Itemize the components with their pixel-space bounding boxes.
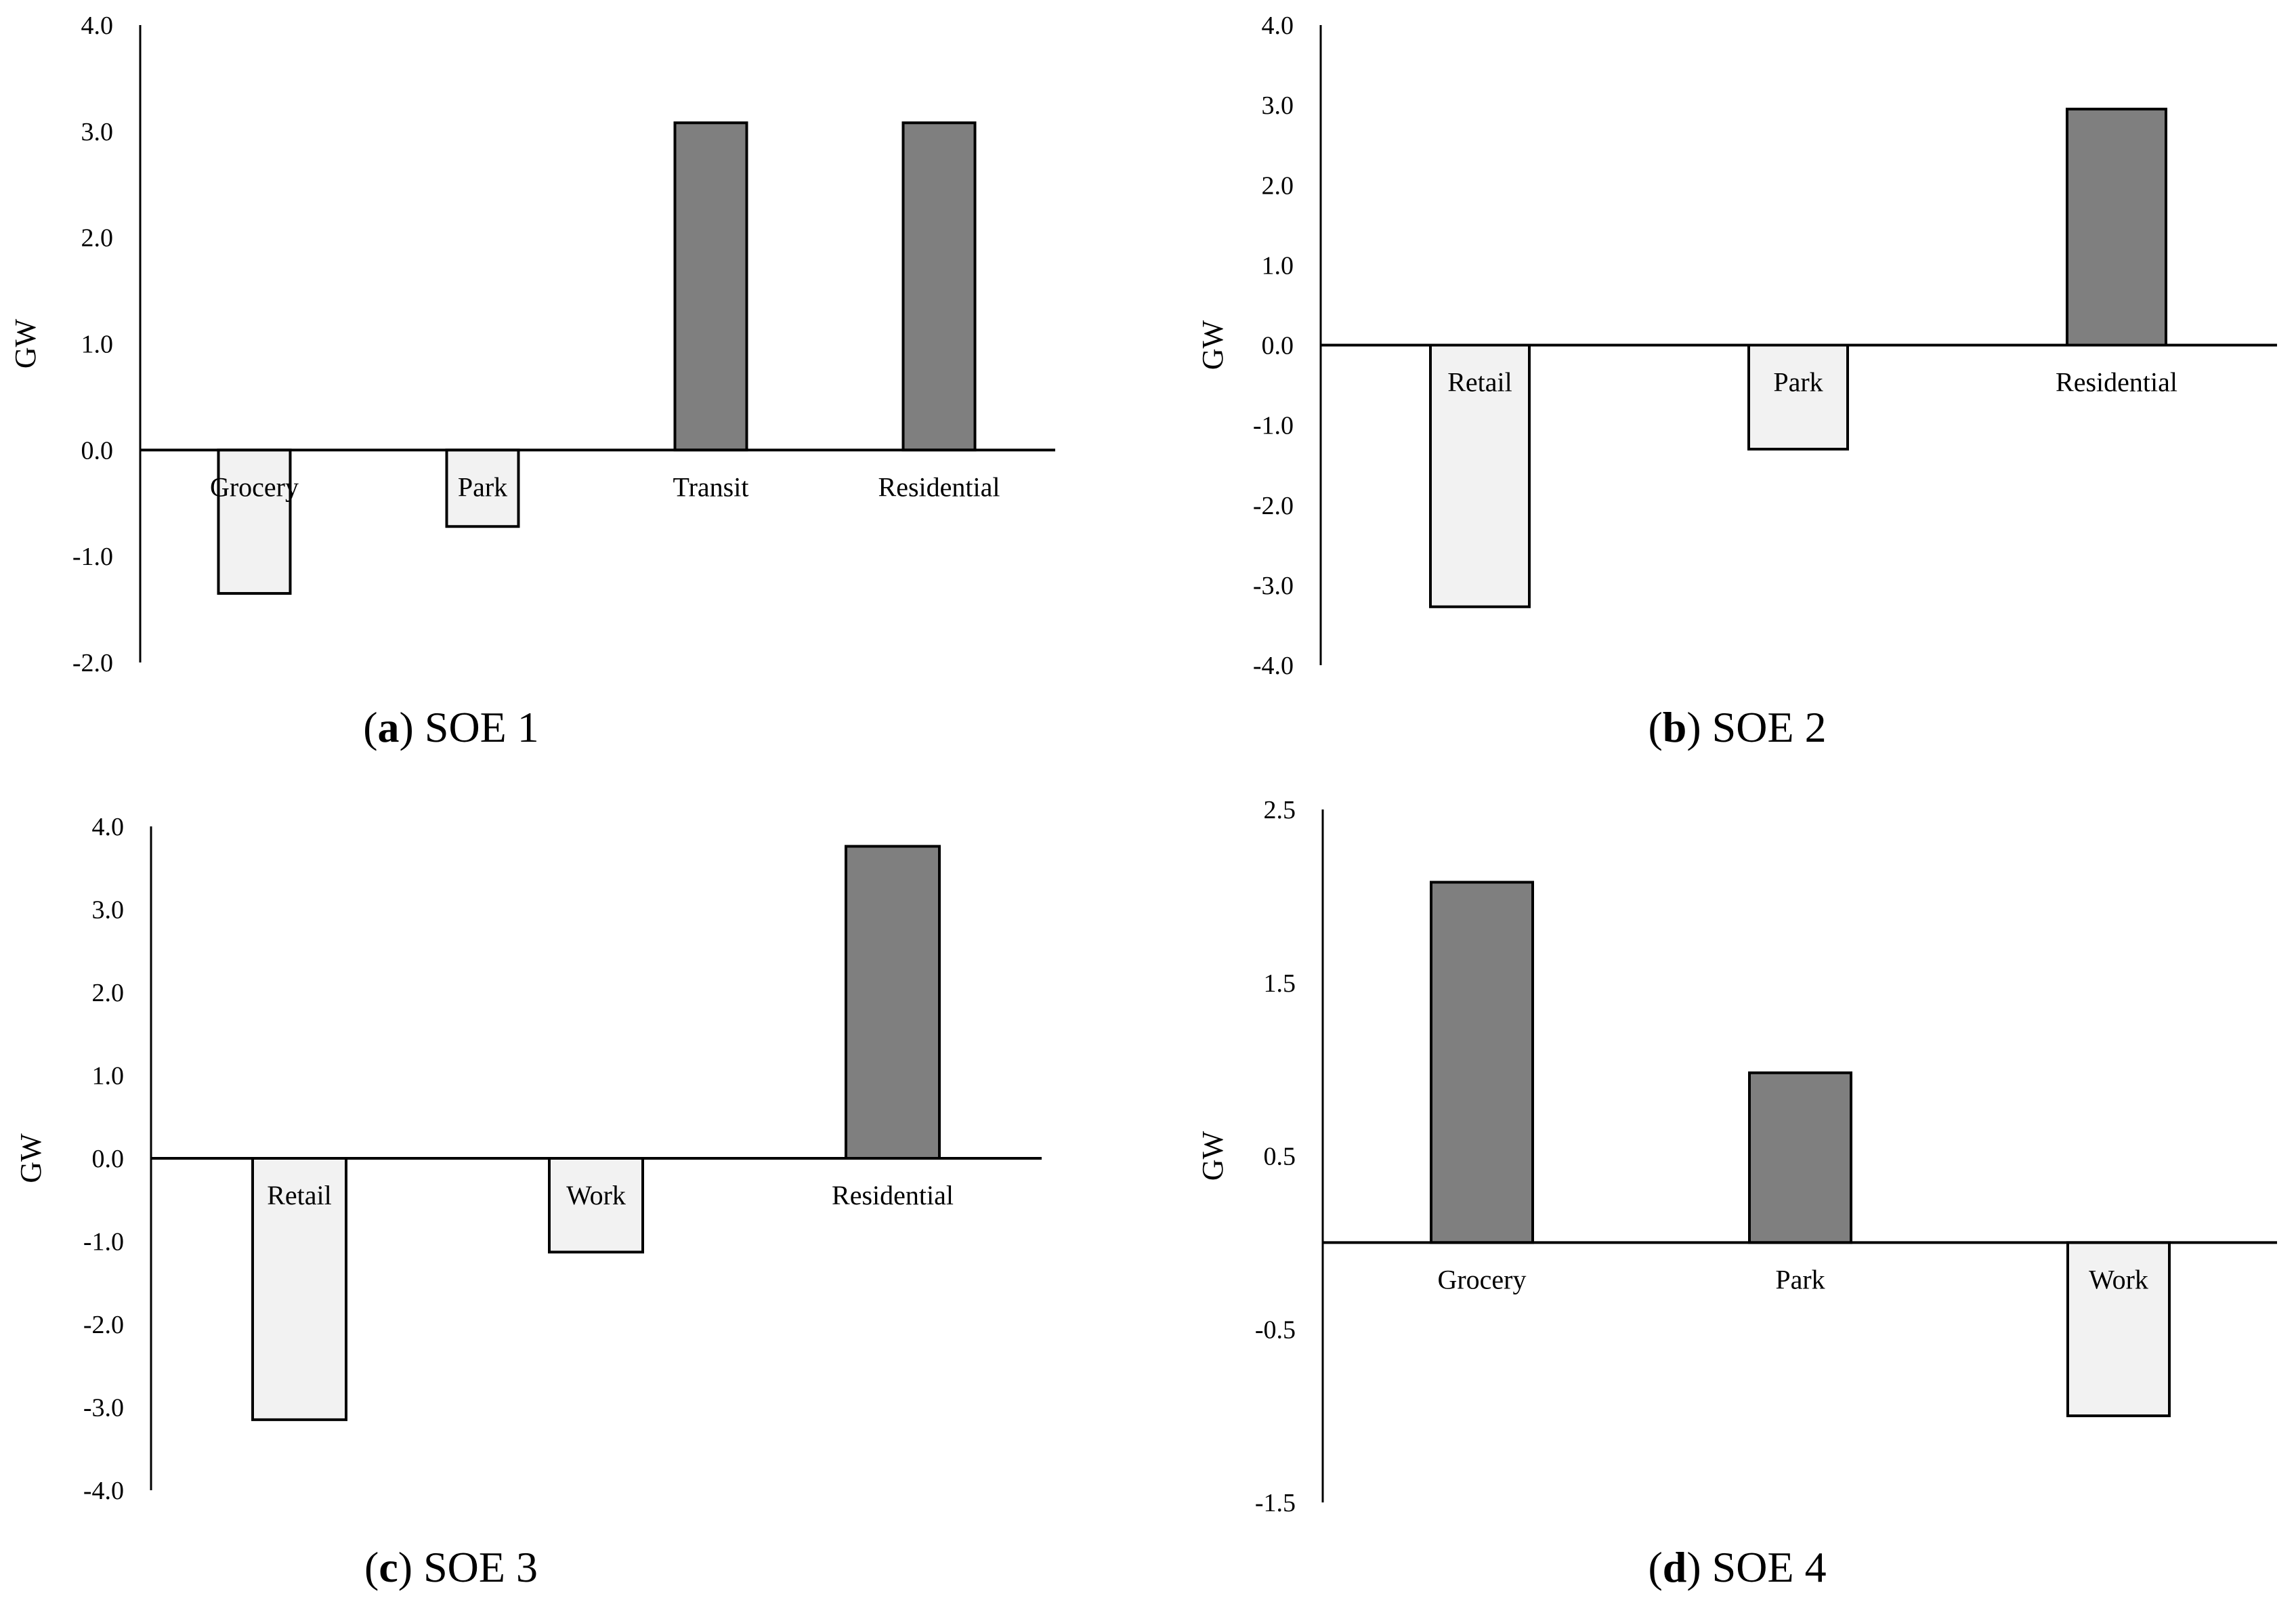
y-axis-title: GW [1196, 320, 1229, 370]
y-tick-label: 3.0 [92, 896, 125, 925]
category-label-grocery: Grocery [210, 471, 299, 502]
bar-grocery [217, 448, 292, 595]
panel-caption: (b) SOE 2 [1648, 703, 1826, 751]
bar-residential [901, 121, 977, 452]
y-tick-label: -3.0 [1253, 572, 1294, 600]
y-tick-label: 3.0 [81, 118, 114, 146]
y-tick-label: 4.0 [92, 813, 125, 841]
y-tick-label: -4.0 [1253, 652, 1294, 680]
y-tick-label: -2.0 [72, 649, 113, 677]
y-tick-label: -4.0 [83, 1477, 124, 1505]
y-tick-label: 3.0 [1262, 91, 1294, 120]
y-tick-label: 0.0 [81, 436, 114, 465]
bar-park [445, 448, 520, 528]
y-tick-label: -1.5 [1255, 1489, 1296, 1517]
y-tick-label: 4.0 [81, 12, 114, 40]
y-tick-label: -1.0 [1253, 412, 1294, 440]
chart-panel-c: 4.0 3.0 2.0 1.0 0.0 -1.0 -2.0 -3.0 -4.0 GW Retail W… [14, 813, 1042, 1591]
y-tick-label: 1.5 [1264, 969, 1296, 998]
bar-work [2066, 1241, 2171, 1418]
chart-panel-b: 4.0 3.0 2.0 1.0 0.0 -1.0 -2.0 -3.0 -4.0 GW Retail P… [1196, 12, 2277, 751]
y-tick-label: 0.5 [1264, 1143, 1296, 1171]
category-label-grocery: Grocery [1437, 1264, 1526, 1294]
bar-retail [251, 1157, 347, 1421]
category-label-park: Park [1773, 367, 1823, 398]
y-tick-label: 4.0 [1262, 12, 1294, 40]
y-tick-label: 1.0 [1262, 251, 1294, 280]
y-axis-title: GW [9, 318, 42, 368]
panel-caption: (c) SOE 3 [364, 1543, 538, 1591]
bar-transit [673, 121, 748, 452]
y-tick-label: 2.0 [92, 979, 125, 1007]
y-tick-label: 2.5 [1264, 796, 1296, 824]
chart-panel-a: 4.0 3.0 2.0 1.0 0.0 -1.0 -2.0 GW Grocery Park Tran… [9, 12, 1055, 751]
y-tick-label: 2.0 [81, 224, 114, 253]
y-tick-label: -0.5 [1255, 1315, 1296, 1344]
category-label-park: Park [1775, 1264, 1825, 1294]
category-label-retail: Retail [1447, 367, 1512, 398]
y-tick-label: -2.0 [1253, 492, 1294, 520]
y-tick-label: 2.0 [1262, 171, 1294, 200]
category-label-retail: Retail [267, 1180, 332, 1210]
y-tick-label: -3.0 [83, 1394, 124, 1422]
y-axis-title: GW [14, 1133, 47, 1183]
bar-residential [2066, 108, 2167, 347]
category-label-residential: Residential [832, 1180, 954, 1210]
y-tick-label: 1.0 [92, 1062, 125, 1091]
bar-park [1747, 343, 1849, 451]
y-tick-label: 0.0 [92, 1145, 125, 1173]
category-label-park: Park [458, 471, 507, 502]
bar-park [1748, 1071, 1852, 1244]
bar-grocery [1430, 881, 1534, 1244]
y-axis-title: GW [1196, 1131, 1229, 1181]
y-tick-label: 1.0 [81, 331, 114, 359]
panel-caption: (d) SOE 4 [1648, 1543, 1826, 1591]
y-tick-label: -2.0 [83, 1311, 124, 1339]
y-tick-label: -1.0 [72, 543, 113, 571]
y-tick-label: 0.0 [1262, 332, 1294, 360]
category-label-residential: Residential [2056, 367, 2177, 398]
bar-residential [845, 845, 941, 1160]
y-tick-label: -1.0 [83, 1228, 124, 1257]
panel-caption: (a) SOE 1 [363, 703, 539, 751]
category-label-work: Work [2089, 1264, 2148, 1294]
bar-retail [1429, 343, 1531, 608]
category-label-residential: Residential [878, 471, 1000, 502]
category-label-transit: Transit [673, 471, 749, 502]
chart-panel-d: 2.5 1.5 0.5 -0.5 -1.5 GW Grocery Park Work (d) SO… [1196, 796, 2277, 1591]
category-label-work: Work [566, 1180, 626, 1210]
